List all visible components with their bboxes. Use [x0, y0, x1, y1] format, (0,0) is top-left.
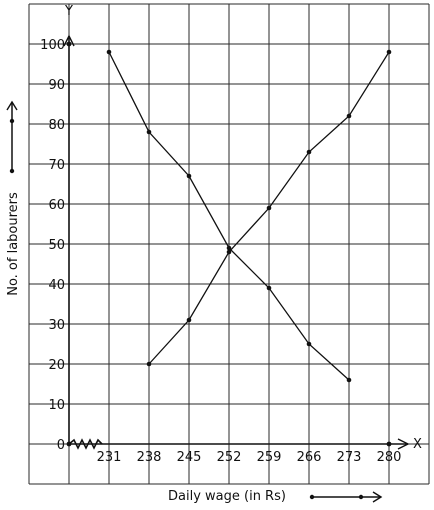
y-tick-label: 40 — [48, 278, 65, 293]
y-tick-label: 100 — [40, 38, 65, 53]
y-tick-label: 60 — [48, 198, 65, 213]
x-axis-label: Daily wage (in Rs) — [168, 489, 286, 504]
data-point — [346, 113, 352, 119]
data-point — [146, 129, 152, 135]
x-tick-label: 259 — [257, 450, 282, 465]
x-tick-label: 266 — [297, 450, 322, 465]
x-tick-label: 245 — [177, 450, 202, 465]
y-tick-label: 30 — [48, 318, 65, 333]
y-direction-dot — [9, 118, 15, 124]
x-axis-letter: X — [413, 437, 422, 452]
y-axis-letter: Y — [64, 4, 73, 19]
y-axis-arrowhead — [63, 34, 75, 47]
data-point — [346, 377, 352, 383]
direction-arrows — [6, 100, 383, 503]
x-tick-label: 273 — [337, 450, 362, 465]
data-point — [386, 49, 392, 55]
data-point — [146, 361, 152, 367]
x-axis-break — [68, 438, 103, 450]
y-axis-top-point — [66, 41, 72, 47]
tick-labels: 231 238 245 252 259 266 273 280 10 20 30 40 50 60 70 80… — [40, 38, 401, 465]
data-point — [306, 149, 312, 155]
y-tick-label: 70 — [48, 158, 65, 173]
series-lines — [106, 49, 392, 383]
data-point — [186, 173, 192, 179]
x-tick-label: 238 — [137, 450, 162, 465]
y-tick-label: 80 — [48, 118, 65, 133]
axes — [63, 34, 410, 450]
grid — [28, 3, 430, 485]
y-tick-label: 20 — [48, 358, 65, 373]
y-direction-dot — [9, 168, 15, 174]
data-point — [106, 49, 112, 55]
x-axis-arrowhead — [397, 438, 410, 450]
y-direction-arrowhead — [6, 100, 18, 111]
y-tick-label: 10 — [48, 398, 65, 413]
x-tick-label: 252 — [217, 450, 242, 465]
y-tick-label: 50 — [48, 238, 65, 253]
data-point — [226, 245, 232, 251]
data-point — [266, 285, 272, 291]
x-tick-label: 231 — [97, 450, 122, 465]
x-axis-end-point — [386, 441, 392, 447]
y-axis-label: No. of labourers — [6, 192, 21, 296]
x-direction-dot — [309, 494, 315, 500]
x-direction-arrowhead — [372, 491, 383, 503]
x-tick-label: 280 — [377, 450, 402, 465]
x-direction-dot — [358, 494, 364, 500]
origin-label: 0 — [57, 438, 65, 453]
data-point — [186, 317, 192, 323]
data-point — [226, 249, 232, 255]
data-point — [266, 205, 272, 211]
data-point — [306, 341, 312, 347]
y-tick-label: 90 — [48, 78, 65, 93]
